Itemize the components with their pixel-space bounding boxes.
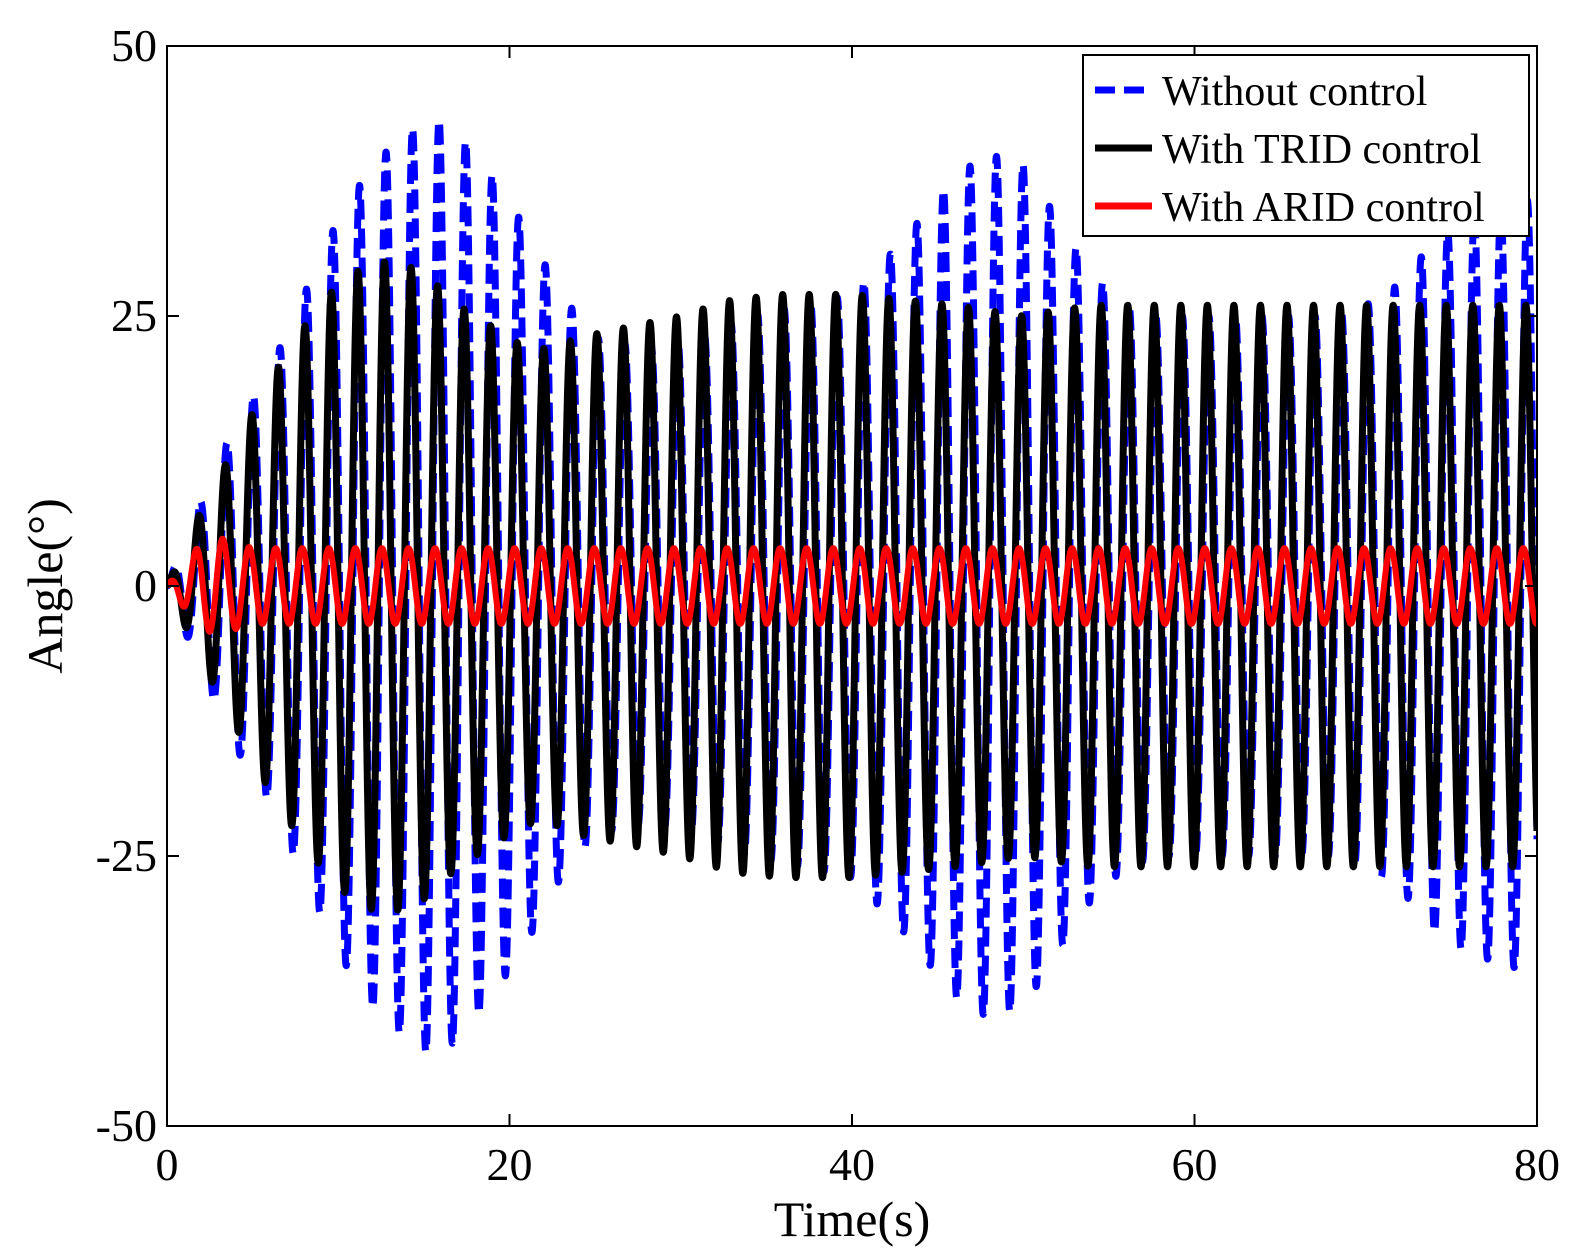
y-tick-label: -25 xyxy=(96,830,157,881)
x-tick-label: 80 xyxy=(1514,1139,1560,1190)
y-tick-label: -50 xyxy=(96,1100,157,1151)
x-tick-label: 0 xyxy=(156,1139,179,1190)
x-axis-label: Time(s) xyxy=(774,1191,931,1247)
y-axis-label: Angle(°) xyxy=(17,498,73,674)
legend-box xyxy=(1082,54,1530,237)
y-tick-label: 50 xyxy=(111,20,157,71)
x-tick-label: 60 xyxy=(1172,1139,1218,1190)
legend-label-without-control: Without control xyxy=(1162,69,1427,115)
legend: Without control With TRID control With A… xyxy=(1082,54,1530,237)
legend-label-trid-control: With TRID control xyxy=(1162,127,1482,173)
x-tick-label: 40 xyxy=(829,1139,875,1190)
tick-layer: 0 20 40 60 80 -50 -25 0 25 50 xyxy=(96,20,1560,1190)
series-layer xyxy=(167,116,1537,1056)
y-tick-label: 25 xyxy=(111,290,157,341)
legend-label-arid-control: With ARID control xyxy=(1162,185,1485,231)
x-tick-label: 20 xyxy=(487,1139,533,1190)
series-line-with-trid-control xyxy=(167,258,1537,914)
series-line-with-arid-control xyxy=(167,535,1537,635)
y-tick-label: 0 xyxy=(134,560,157,611)
